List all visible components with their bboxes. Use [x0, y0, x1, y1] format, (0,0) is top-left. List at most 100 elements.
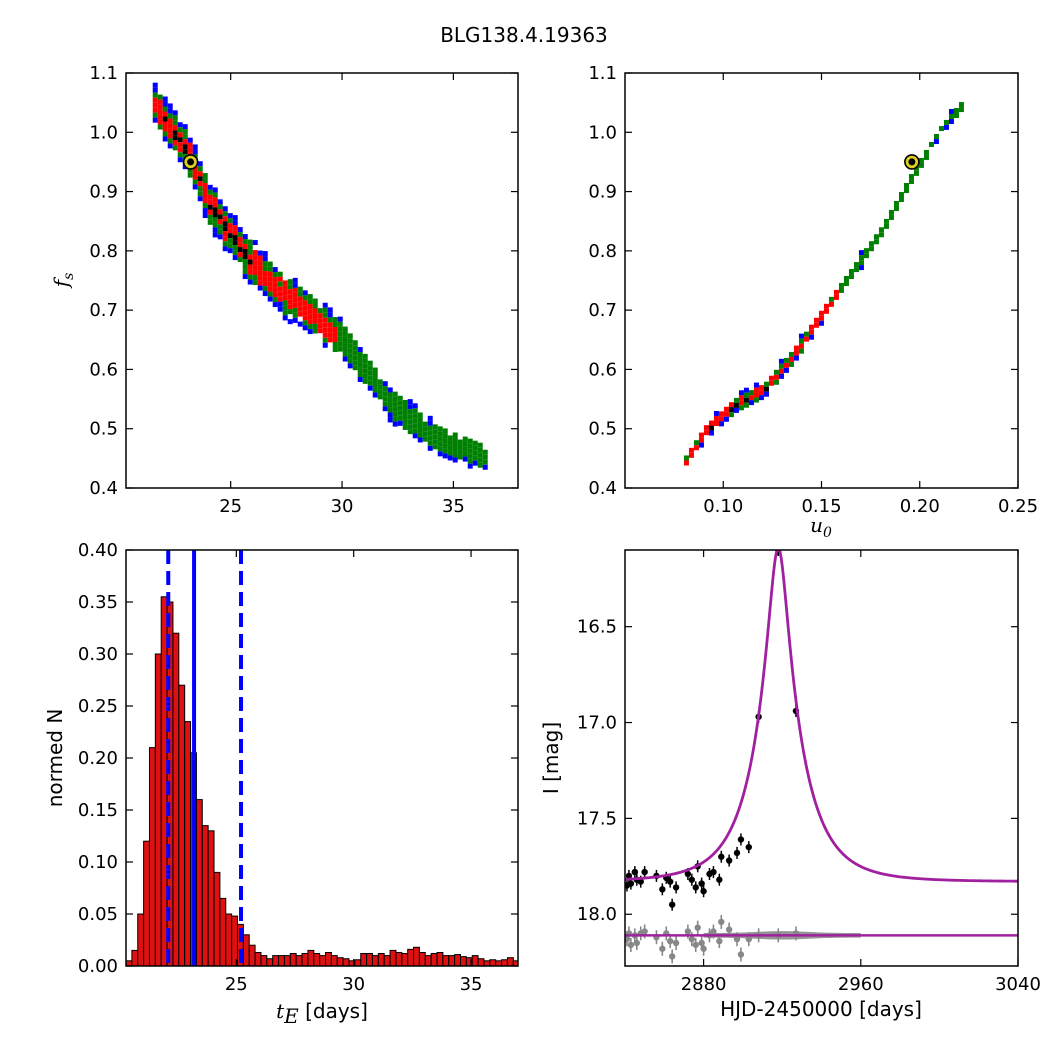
posterior-cell — [272, 287, 278, 293]
figure-title: BLG138.4.19363 — [440, 23, 608, 47]
posterior-cell — [472, 440, 478, 446]
posterior-cell — [447, 435, 453, 441]
posterior-cell — [197, 166, 203, 172]
histogram-bar — [366, 953, 373, 967]
posterior-cell — [257, 275, 263, 281]
histogram-bar — [430, 953, 438, 967]
posterior-cell — [222, 226, 228, 232]
posterior-cell — [197, 171, 203, 177]
posterior-cell — [447, 445, 453, 451]
posterior-cell — [272, 277, 278, 283]
posterior-cell — [247, 269, 253, 275]
posterior-cell — [427, 420, 433, 426]
posterior-cell — [342, 346, 348, 352]
posterior-cell — [152, 117, 158, 123]
posterior-cell — [232, 230, 238, 236]
posterior-cell — [162, 101, 168, 107]
residual-point — [718, 918, 725, 926]
posterior-cell — [407, 429, 413, 435]
posterior-cell — [202, 198, 208, 204]
posterior-cell — [192, 184, 198, 190]
posterior-cell — [177, 132, 183, 138]
posterior-cell — [953, 108, 959, 114]
posterior-cell — [242, 244, 248, 250]
data-point — [659, 886, 666, 893]
posterior-cell — [207, 189, 213, 195]
posterior-cell — [212, 197, 218, 203]
posterior-cell — [723, 406, 729, 412]
posterior-cell — [347, 353, 353, 359]
posterior-cell — [773, 379, 779, 385]
posterior-cell — [167, 118, 173, 124]
posterior-cell — [177, 152, 183, 158]
posterior-cell — [317, 308, 323, 314]
axes-frame — [624, 549, 1019, 967]
posterior-cell — [157, 114, 163, 120]
posterior-cell — [883, 218, 889, 224]
posterior-cell — [302, 295, 308, 301]
posterior-cell — [277, 296, 283, 302]
posterior-cell — [743, 397, 749, 403]
posterior-cell — [182, 124, 188, 130]
y-tick-label: 0.00 — [78, 956, 118, 977]
posterior-cell — [162, 131, 168, 137]
posterior-cell — [187, 172, 193, 178]
histogram-bar — [383, 955, 391, 967]
posterior-cell — [698, 442, 704, 448]
histogram-bar — [436, 951, 444, 967]
posterior-cell — [387, 392, 393, 398]
posterior-cell — [222, 211, 228, 217]
posterior-cell — [212, 187, 218, 193]
y-tick-label: 0.9 — [588, 182, 617, 203]
posterior-cell — [377, 389, 383, 395]
posterior-cell — [843, 280, 849, 286]
posterior-cell — [808, 329, 814, 335]
y-tick-label: 0.15 — [78, 800, 118, 821]
histogram-bar — [501, 959, 508, 967]
posterior-cell — [297, 311, 303, 317]
posterior-cell — [447, 455, 453, 461]
posterior-cell — [462, 446, 468, 452]
posterior-cell — [753, 392, 759, 398]
posterior-cell — [212, 227, 218, 233]
posterior-cell — [868, 246, 874, 252]
posterior-cell — [342, 351, 348, 357]
posterior-cell — [783, 362, 789, 368]
posterior-cell — [863, 253, 869, 259]
posterior-cell — [377, 394, 383, 400]
posterior-cell — [252, 275, 258, 281]
posterior-cell — [322, 317, 328, 323]
posterior-cell — [207, 204, 213, 210]
posterior-cell — [252, 250, 258, 256]
posterior-cell — [432, 444, 438, 450]
posterior-cell — [242, 234, 248, 240]
posterior-cell — [728, 412, 734, 418]
posterior-cell — [272, 282, 278, 288]
posterior-cell — [377, 379, 383, 385]
histogram-bar — [442, 955, 450, 967]
residual-point — [745, 935, 752, 943]
posterior-cell — [322, 312, 328, 318]
posterior-cell — [272, 302, 278, 308]
posterior-cell — [958, 102, 964, 108]
histogram-bar — [260, 955, 268, 967]
posterior-cell — [362, 358, 368, 364]
posterior-cell — [347, 338, 353, 344]
posterior-cell — [382, 391, 388, 397]
posterior-cell — [477, 452, 483, 458]
posterior-cell — [858, 250, 864, 256]
histogram-bar — [219, 897, 227, 967]
posterior-cell — [207, 219, 213, 225]
posterior-cell — [182, 139, 188, 145]
posterior-cell — [407, 409, 413, 415]
posterior-cell — [462, 456, 468, 462]
posterior-cell — [402, 419, 408, 425]
posterior-cell — [437, 431, 443, 437]
posterior-cell — [848, 269, 854, 275]
y-tick-label: 0.40 — [78, 540, 118, 561]
posterior-cell — [272, 272, 278, 278]
best-fit-center — [908, 158, 916, 166]
posterior-cell — [442, 428, 448, 434]
posterior-cell — [437, 446, 443, 452]
posterior-cell — [462, 441, 468, 447]
